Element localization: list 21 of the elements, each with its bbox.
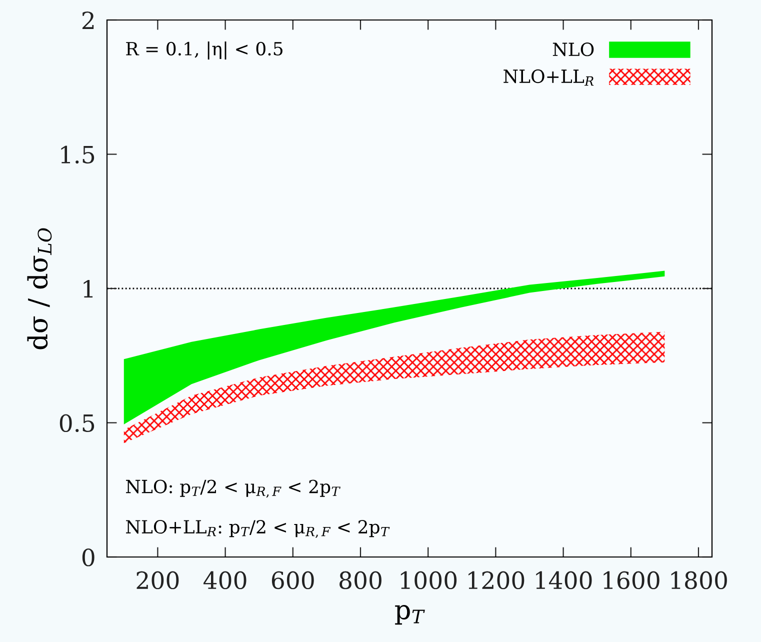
y-tick-label: 0	[82, 548, 94, 566]
annotation: R = 0.1, |η| < 0.5	[126, 41, 282, 60]
x-axis-title: p$_{T}$	[395, 605, 425, 625]
annotation: NLO+LL$_{R}$: p$_{T}$/2 < μ$_{R,F}$ < 2p$_{T}$	[126, 520, 390, 538]
x-tick-label: 1000	[400, 571, 457, 590]
annotation: NLO: p$_{T}$/2 < μ$_{R,F}$ < 2p$_{T}$	[126, 480, 340, 498]
y-tick-label: 1	[84, 280, 93, 298]
y-axis-title: dσ / dσ$_{LO}$	[27, 228, 52, 350]
x-tick-label: 1800	[671, 571, 727, 590]
x-tick-label: 1400	[536, 571, 592, 590]
x-tick-label: 1600	[604, 571, 660, 590]
y-tick-label: 0.5	[60, 414, 94, 432]
legend-label: NLO+LL$_{R}$	[504, 69, 594, 86]
legend-label: NLO	[552, 42, 594, 56]
x-tick-label: 200	[136, 571, 179, 590]
x-tick-label: 1200	[468, 571, 524, 590]
x-tick-label: 800	[340, 571, 382, 590]
x-tick-label: 400	[203, 571, 246, 590]
y-tick-label: 2	[82, 11, 94, 29]
y-tick-label: 1.5	[61, 146, 94, 164]
x-tick-label: 600	[272, 571, 314, 590]
